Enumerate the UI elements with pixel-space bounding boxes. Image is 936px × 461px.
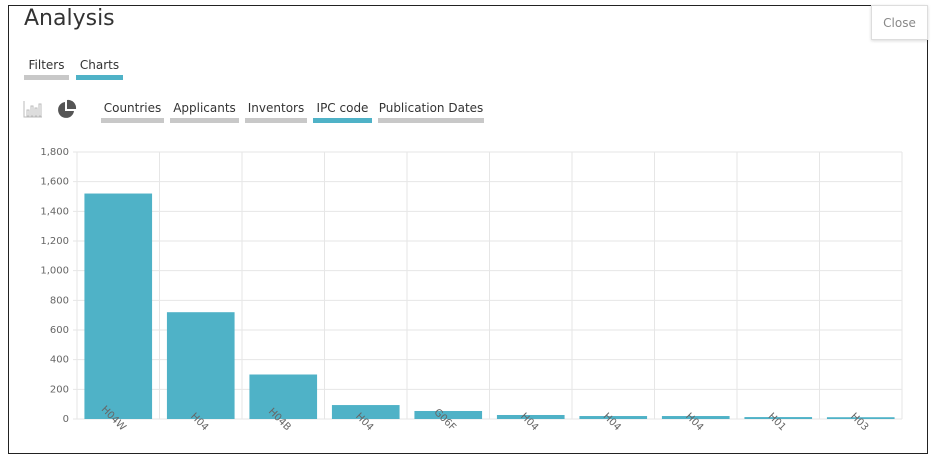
panel-title: Analysis (24, 6, 115, 31)
x-tick-label: H04 (683, 411, 705, 433)
y-tick-label: 1,400 (40, 206, 69, 217)
bar (661, 416, 730, 419)
bar (84, 193, 153, 419)
x-tick-label: H04 (518, 411, 540, 433)
bar (331, 405, 400, 419)
bar (744, 417, 813, 419)
y-tick-label: 800 (50, 295, 69, 306)
chart-tab[interactable]: Applicants (170, 101, 239, 123)
close-button[interactable]: Close (871, 5, 928, 40)
y-tick-label: 1,800 (40, 147, 69, 158)
bar-chart-icon[interactable] (23, 101, 42, 118)
pie-chart-icon[interactable] (58, 99, 77, 118)
tab[interactable]: Charts (76, 58, 123, 80)
y-tick-label: 400 (50, 355, 69, 366)
bar (496, 414, 565, 419)
y-tick-label: 0 (63, 414, 69, 425)
panel-border (8, 5, 928, 454)
y-tick-label: 200 (50, 384, 69, 395)
chart-tab[interactable]: Countries (101, 101, 164, 123)
chart-tab[interactable]: Publication Dates (378, 101, 484, 123)
y-tick-label: 1,000 (40, 266, 69, 277)
chart-tab[interactable]: Inventors (245, 101, 307, 123)
x-tick-label: H01 (766, 411, 788, 433)
bar (579, 416, 648, 419)
y-tick-label: 600 (50, 325, 69, 336)
x-tick-label: H03 (848, 411, 870, 433)
y-tick-label: 1,200 (40, 236, 69, 247)
bar (826, 417, 895, 419)
bar (166, 312, 235, 419)
bar (249, 374, 318, 419)
tab[interactable]: Filters (24, 58, 69, 80)
chart-tab[interactable]: IPC code (313, 101, 372, 123)
bar (414, 410, 483, 419)
y-tick-label: 1,600 (40, 177, 69, 188)
x-tick-label: G06F (431, 407, 457, 433)
x-tick-label: H04 (601, 411, 623, 433)
chart-type-icons (23, 99, 77, 118)
